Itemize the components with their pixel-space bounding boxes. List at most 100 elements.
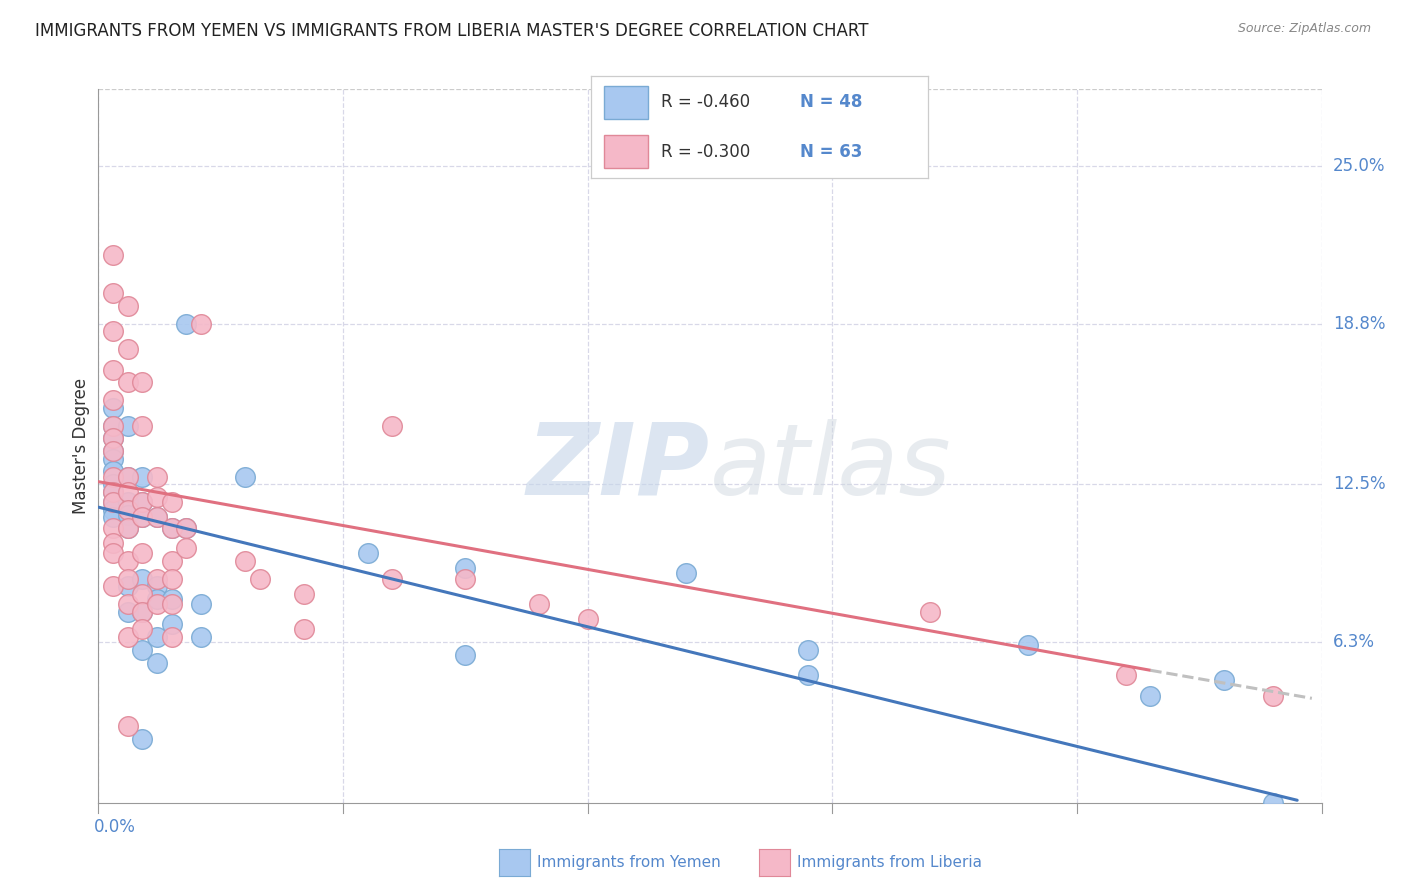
Point [117, 572, 139, 586]
Point [146, 510, 169, 524]
Point [101, 451, 124, 466]
Point [117, 508, 139, 522]
Point [131, 495, 153, 509]
Point [131, 587, 153, 601]
Point [117, 342, 139, 356]
Point [1017, 638, 1039, 652]
Point [675, 566, 697, 581]
Point [101, 520, 124, 534]
Point [176, 541, 198, 555]
Point [117, 630, 139, 644]
Text: IMMIGRANTS FROM YEMEN VS IMMIGRANTS FROM LIBERIA MASTER'S DEGREE CORRELATION CHA: IMMIGRANTS FROM YEMEN VS IMMIGRANTS FROM… [35, 22, 869, 40]
Text: atlas: atlas [710, 419, 952, 516]
Point [101, 502, 124, 516]
Text: 12.5%: 12.5% [1333, 475, 1385, 493]
Point [160, 520, 183, 534]
Point [117, 484, 139, 499]
Point [101, 393, 124, 408]
Point [101, 362, 124, 376]
Point [117, 597, 139, 611]
Point [117, 520, 139, 534]
Point [1212, 673, 1234, 688]
Point [176, 317, 198, 331]
Point [1115, 668, 1137, 682]
Point [381, 572, 404, 586]
Point [146, 510, 169, 524]
Point [797, 643, 820, 657]
Point [101, 477, 124, 491]
Point [131, 605, 153, 619]
Point [146, 630, 169, 644]
Text: 25.0%: 25.0% [1333, 157, 1385, 175]
Point [1139, 689, 1161, 703]
Text: R = -0.300: R = -0.300 [661, 143, 751, 161]
Point [160, 572, 183, 586]
Point [101, 484, 124, 499]
Point [117, 418, 139, 433]
Point [101, 418, 124, 433]
Point [101, 431, 124, 445]
Point [356, 546, 378, 560]
Point [117, 554, 139, 568]
Point [101, 431, 124, 445]
Text: 18.8%: 18.8% [1333, 315, 1385, 333]
Point [131, 510, 153, 524]
Point [101, 484, 124, 499]
Point [146, 597, 169, 611]
Point [176, 520, 198, 534]
Y-axis label: Master's Degree: Master's Degree [72, 378, 90, 514]
Point [146, 572, 169, 586]
Point [101, 469, 124, 483]
Point [160, 597, 183, 611]
Point [146, 579, 169, 593]
Point [160, 554, 183, 568]
Point [1261, 796, 1284, 810]
Point [146, 469, 169, 483]
Point [797, 668, 820, 682]
Point [101, 465, 124, 479]
Point [117, 469, 139, 483]
Point [101, 510, 124, 524]
Point [1261, 689, 1284, 703]
Point [117, 502, 139, 516]
Point [160, 617, 183, 632]
Text: Immigrants from Yemen: Immigrants from Yemen [537, 855, 721, 870]
Point [160, 495, 183, 509]
Point [131, 623, 153, 637]
Point [101, 286, 124, 301]
Point [233, 554, 256, 568]
Point [160, 630, 183, 644]
Point [101, 579, 124, 593]
Point [117, 469, 139, 483]
Point [101, 444, 124, 458]
Point [131, 495, 153, 509]
Point [131, 572, 153, 586]
Point [233, 469, 256, 483]
Point [117, 719, 139, 733]
Point [454, 572, 477, 586]
Point [117, 299, 139, 313]
Point [117, 579, 139, 593]
Point [117, 605, 139, 619]
Point [576, 612, 599, 626]
Point [117, 376, 139, 390]
Text: Source: ZipAtlas.com: Source: ZipAtlas.com [1237, 22, 1371, 36]
Point [146, 591, 169, 606]
Point [117, 495, 139, 509]
Point [249, 572, 271, 586]
Point [527, 597, 550, 611]
Point [190, 317, 212, 331]
Text: N = 63: N = 63 [800, 143, 862, 161]
Point [101, 248, 124, 262]
Text: ZIP: ZIP [527, 419, 710, 516]
Text: R = -0.460: R = -0.460 [661, 94, 751, 112]
Bar [605, 87, 648, 119]
Point [131, 546, 153, 560]
Point [920, 605, 942, 619]
Point [131, 510, 153, 524]
Point [131, 605, 153, 619]
Text: 6.3%: 6.3% [1333, 633, 1375, 651]
Point [160, 520, 183, 534]
Point [176, 520, 198, 534]
Point [292, 587, 315, 601]
